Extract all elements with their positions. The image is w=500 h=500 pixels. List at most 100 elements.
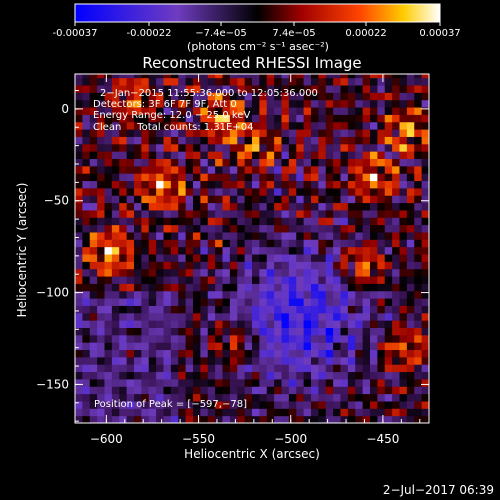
heatmap-cell bbox=[399, 173, 408, 182]
y-axis-label: Heliocentric Y (arcsec) bbox=[15, 183, 29, 318]
heatmap-cell bbox=[170, 312, 179, 321]
heatmap-cell bbox=[104, 378, 113, 387]
heatmap-cell bbox=[406, 312, 415, 321]
heatmap-cell bbox=[111, 209, 120, 218]
peak-position-label: Position of Peak = [−597,−78] bbox=[94, 399, 247, 410]
heatmap-cell bbox=[355, 99, 364, 108]
heatmap-cell bbox=[178, 85, 187, 93]
heatmap-cell bbox=[266, 180, 275, 189]
heatmap-cell bbox=[266, 290, 275, 299]
heatmap-cell bbox=[178, 342, 187, 351]
heatmap-cell bbox=[229, 239, 238, 248]
heatmap-cell bbox=[252, 239, 260, 248]
heatmap-cell bbox=[421, 334, 429, 343]
heatmap-cell bbox=[333, 114, 342, 123]
heatmap-cell bbox=[333, 173, 342, 182]
heatmap-cell bbox=[333, 356, 342, 365]
heatmap-cell bbox=[355, 143, 364, 152]
heatmap-cell bbox=[237, 158, 246, 167]
heatmap-cell bbox=[325, 378, 334, 387]
heatmap-cell bbox=[421, 276, 429, 284]
heatmap-cell bbox=[252, 276, 260, 284]
heatmap-cell bbox=[421, 114, 429, 123]
heatmap-cell bbox=[406, 320, 415, 328]
heatmap-cell bbox=[215, 342, 224, 351]
heatmap-cell bbox=[148, 254, 157, 262]
heatmap-cell bbox=[362, 378, 371, 387]
heatmap-cell bbox=[377, 217, 386, 226]
heatmap-cell bbox=[134, 320, 142, 328]
heatmap-cell bbox=[370, 408, 378, 417]
heatmap-cell bbox=[89, 415, 98, 423]
heatmap-cell bbox=[252, 202, 260, 211]
heatmap-cell bbox=[134, 143, 142, 152]
heatmap-cell bbox=[311, 224, 319, 233]
heatmap-cell bbox=[222, 92, 231, 101]
heatmap-cell bbox=[200, 74, 209, 79]
heatmap-cell bbox=[222, 85, 231, 93]
heatmap-cell bbox=[414, 268, 423, 277]
heatmap-cell bbox=[252, 85, 260, 93]
heatmap-cell bbox=[266, 312, 275, 321]
heatmap-cell bbox=[111, 356, 120, 365]
heatmap-cell bbox=[288, 224, 297, 233]
heatmap-cell bbox=[370, 342, 378, 351]
heatmap-cell bbox=[126, 400, 135, 409]
heatmap-cell bbox=[399, 276, 408, 284]
heatmap-cell bbox=[200, 202, 209, 211]
heatmap-cell bbox=[134, 254, 142, 262]
heatmap-cell bbox=[178, 92, 187, 101]
heatmap-cell bbox=[414, 180, 423, 189]
heatmap-cell bbox=[421, 312, 429, 321]
heatmap-cell bbox=[104, 165, 113, 174]
heatmap-cell bbox=[89, 202, 98, 211]
heatmap-cell bbox=[421, 107, 429, 115]
heatmap-cell bbox=[399, 400, 408, 409]
heatmap-cell bbox=[244, 92, 253, 101]
heatmap-cell bbox=[185, 312, 194, 321]
heatmap-cell bbox=[229, 342, 238, 351]
heatmap-cell bbox=[229, 224, 238, 233]
heatmap-cell bbox=[266, 195, 275, 204]
heatmap-cell bbox=[89, 224, 98, 233]
heatmap-cell bbox=[207, 143, 216, 152]
heatmap-cell bbox=[156, 342, 165, 351]
heatmap-cell bbox=[281, 158, 290, 167]
heatmap-cell bbox=[237, 378, 246, 387]
heatmap-cell bbox=[97, 239, 106, 248]
heatmap-cell bbox=[244, 276, 253, 284]
heatmap-cell bbox=[178, 74, 187, 79]
heatmap-cell bbox=[200, 320, 209, 328]
heatmap-cell bbox=[406, 305, 415, 314]
heatmap-cell bbox=[288, 320, 297, 328]
heatmap-cell bbox=[185, 283, 194, 292]
heatmap-cell bbox=[414, 378, 423, 387]
heatmap-cell bbox=[82, 239, 91, 248]
heatmap-cell bbox=[229, 92, 238, 101]
heatmap-cell bbox=[296, 320, 305, 328]
heatmap-cell bbox=[244, 246, 253, 255]
heatmap-cell bbox=[222, 209, 231, 218]
heatmap-cell bbox=[296, 195, 305, 204]
heatmap-cell bbox=[215, 400, 224, 409]
heatmap-cell bbox=[97, 261, 106, 270]
heatmap-cell bbox=[185, 393, 194, 402]
heatmap-cell bbox=[207, 268, 216, 277]
heatmap-cell bbox=[207, 173, 216, 182]
heatmap-cell bbox=[148, 290, 157, 299]
heatmap-cell bbox=[126, 268, 135, 277]
heatmap-cell bbox=[244, 202, 253, 211]
heatmap-cell bbox=[259, 173, 268, 182]
heatmap-cell bbox=[392, 246, 401, 255]
heatmap-cell bbox=[111, 121, 120, 130]
heatmap-cell bbox=[340, 320, 349, 328]
heatmap-cell bbox=[303, 173, 312, 182]
heatmap-cell bbox=[134, 386, 142, 395]
heatmap-cell bbox=[311, 114, 319, 123]
heatmap-cell bbox=[185, 239, 194, 248]
heatmap-cell bbox=[104, 158, 113, 167]
heatmap-cell bbox=[178, 364, 187, 373]
heatmap-cell bbox=[193, 202, 201, 211]
heatmap-cell bbox=[244, 342, 253, 351]
heatmap-cell bbox=[178, 165, 187, 174]
